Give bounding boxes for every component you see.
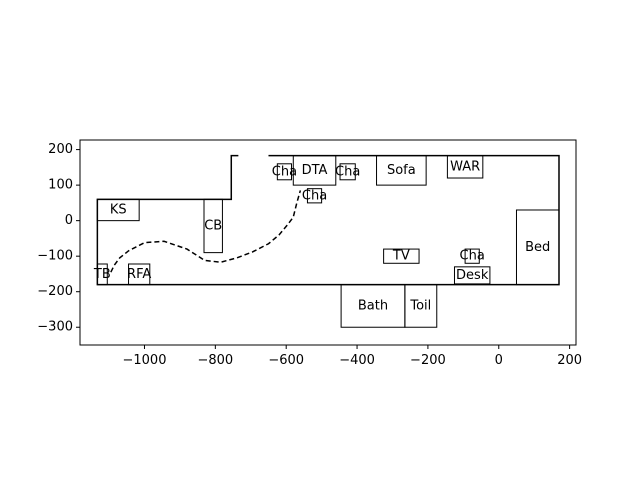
x-tick-label: −400	[339, 353, 375, 368]
furniture-box	[292, 155, 337, 186]
furniture-box	[453, 266, 491, 285]
furniture-label: Bath	[358, 298, 388, 313]
x-tick-label: 200	[557, 353, 582, 368]
furniture-label: Cha	[272, 164, 297, 179]
furniture-box	[383, 248, 420, 264]
furniture-label: RFA	[127, 267, 151, 282]
furniture-box	[96, 198, 140, 222]
furniture-label: TB	[93, 267, 111, 282]
plot-frame	[79, 139, 577, 346]
furniture-label: WAR	[450, 159, 480, 174]
furniture-box	[306, 188, 323, 204]
x-tick-label: −800	[197, 353, 233, 368]
x-tick-label: −600	[268, 353, 304, 368]
furniture-box	[203, 198, 223, 254]
furniture-label: Cha	[460, 249, 485, 264]
furniture-label: Desk	[456, 268, 489, 283]
furniture-label: Toil	[409, 298, 431, 313]
route-layer	[110, 190, 302, 273]
furniture-label: DTA	[302, 163, 328, 178]
furniture-layer: KS CB TB RFA Cha DTA Cha Cha Sofa WAR Bed TV Cha Desk…	[93, 155, 560, 328]
y-tick-label: −300	[37, 320, 73, 335]
y-tick-label: −200	[37, 284, 73, 299]
furniture-label: Cha	[302, 188, 327, 203]
walls	[96, 154, 560, 286]
wall-outline	[96, 154, 560, 286]
x-tick-label: −1000	[122, 353, 166, 368]
x-tick-label: −200	[410, 353, 446, 368]
furniture-label: Cha	[335, 164, 360, 179]
furniture-box	[96, 263, 108, 286]
x-tick-label: 0	[495, 353, 503, 368]
furniture-box	[128, 263, 151, 286]
furniture-label: KS	[110, 202, 127, 217]
furniture-label: TV	[392, 249, 410, 264]
furniture-box	[515, 209, 560, 286]
furniture-label: CB	[204, 218, 222, 233]
furniture-box	[446, 155, 484, 179]
furniture-box	[404, 284, 438, 328]
furniture-label: Sofa	[387, 163, 416, 178]
furniture-box	[339, 163, 356, 181]
y-tick-label: −100	[37, 249, 73, 264]
x-axis: −1000 −800 −600 −400 −200 0 200	[122, 345, 582, 368]
furniture-label: Bed	[525, 240, 550, 255]
y-tick-label: 200	[48, 142, 73, 157]
furniture-box	[276, 163, 293, 181]
route-dashed-line	[110, 190, 302, 273]
furniture-box	[464, 248, 480, 264]
y-tick-label: 100	[48, 178, 73, 193]
y-tick-label: 0	[65, 213, 73, 228]
furniture-box	[376, 155, 427, 186]
y-axis: 200 100 0 −100 −200 −300	[37, 142, 80, 335]
